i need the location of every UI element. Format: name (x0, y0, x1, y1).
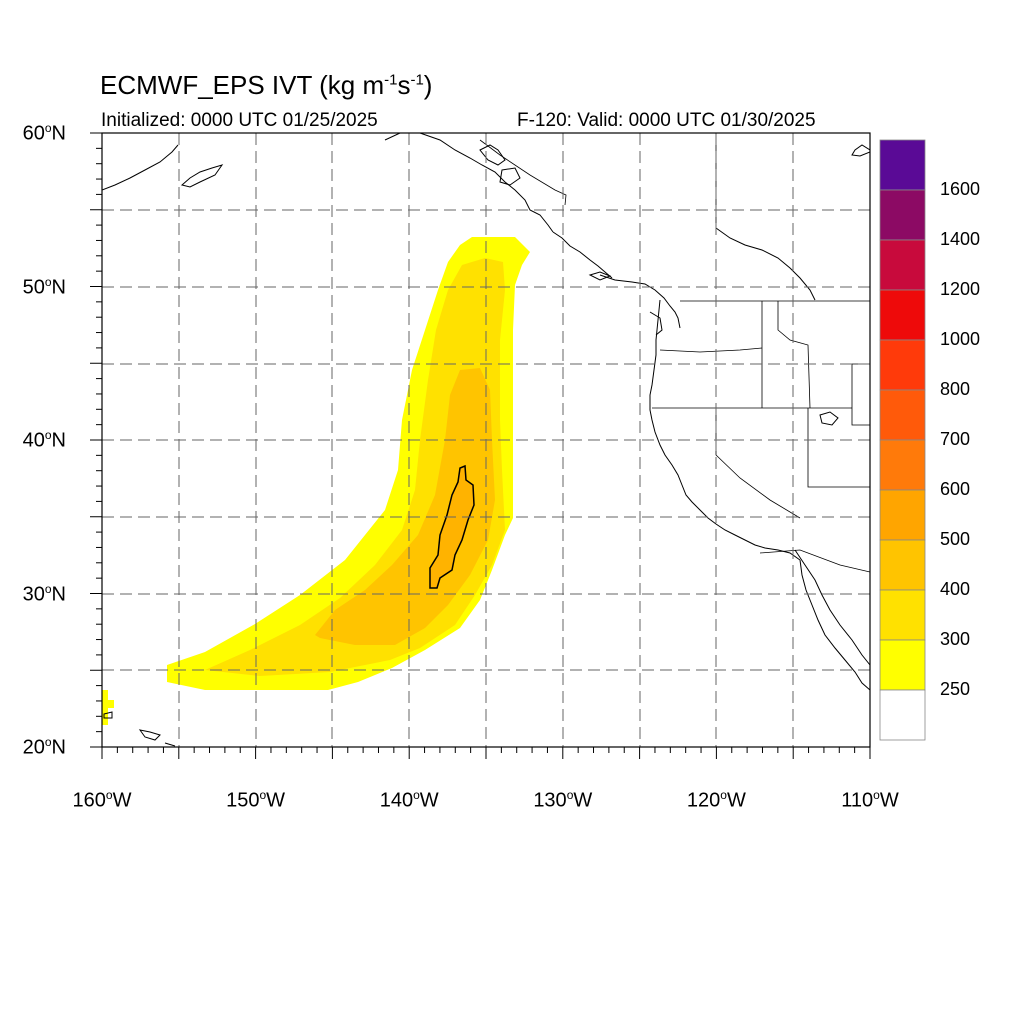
colorbar-label: 700 (940, 429, 971, 449)
colorbar-label: 300 (940, 629, 971, 649)
chart-title: ECMWF_EPS IVT (kg m-1s-1) (100, 70, 433, 100)
ivt-500-contour (429, 464, 475, 589)
colorbar-label: 400 (940, 579, 971, 599)
colorbar-swatch (879, 489, 926, 541)
colorbar-label: 1600 (940, 179, 981, 199)
initialized-time: Initialized: 0000 UTC 01/25/2025 (101, 110, 378, 131)
lat-label-20: 20oN (22, 735, 66, 759)
lat-label-50: 50oN (22, 274, 66, 299)
ivt-250-blob-west (102, 690, 114, 725)
colorbar-label: 1000 (940, 329, 981, 349)
lon-label-160: 160oW (72, 788, 132, 812)
colorbar-label: 250 (940, 679, 971, 699)
ivt-400-band (315, 368, 495, 645)
axis-ticks (90, 132, 871, 759)
lon-label-150: 150oW (226, 788, 286, 812)
colorbar-swatch (879, 339, 926, 391)
graticule (102, 133, 870, 747)
colorbar-label: 500 (940, 529, 971, 549)
colorbar-swatch (879, 539, 926, 591)
lon-label-120: 120oW (686, 788, 746, 812)
lat-label-30: 30oN (22, 581, 66, 606)
lon-label-140: 140oW (379, 788, 439, 812)
colorbar-label: 600 (940, 479, 971, 499)
colorbar-swatch (879, 139, 926, 191)
colorbar-swatch (879, 689, 926, 741)
colorbar-swatch (879, 439, 926, 491)
lon-label-110: 110oW (841, 788, 899, 812)
valid-time: F-120: Valid: 0000 UTC 01/30/2025 (517, 110, 816, 131)
lat-label-60: 60oN (22, 121, 66, 145)
political-boundaries (479, 133, 870, 573)
colorbar-swatch (879, 389, 926, 441)
colorbar-swatch (879, 289, 926, 341)
colorbar-label: 1400 (940, 229, 981, 249)
lon-label-130: 130oW (533, 788, 593, 812)
colorbar-swatch (879, 639, 926, 691)
colorbar-swatch (879, 239, 926, 291)
map-panel (102, 133, 870, 747)
colorbar-label: 800 (940, 379, 971, 399)
colorbar (879, 139, 926, 741)
colorbar-swatch (879, 189, 926, 241)
coastlines (102, 133, 870, 747)
colorbar-label: 1200 (940, 279, 981, 299)
lat-label-40: 40oN (22, 428, 66, 452)
colorbar-swatch (879, 589, 926, 641)
